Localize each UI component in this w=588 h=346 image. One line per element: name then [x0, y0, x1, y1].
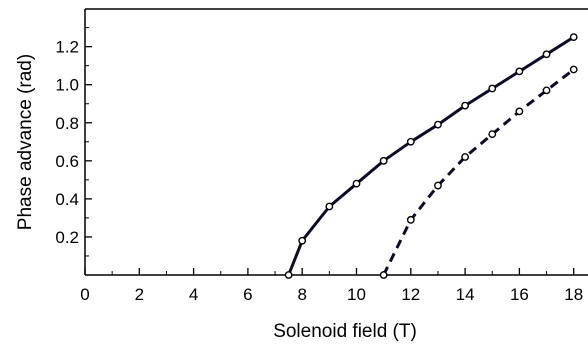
y-tick-label: 1.0: [55, 76, 79, 95]
series-2-point: [488, 130, 497, 139]
y-tick-label: 1.2: [55, 38, 79, 57]
y-tick-label: 0.8: [55, 114, 79, 133]
x-tick-label: 10: [347, 285, 366, 304]
x-tick-label: 0: [80, 285, 89, 304]
series-1-point: [461, 101, 469, 110]
series-2-point: [461, 153, 469, 161]
series-2-point: [434, 181, 442, 190]
x-tick-label: 6: [243, 285, 252, 304]
series-2-line: [382, 68, 575, 276]
series-1-point: [379, 156, 388, 165]
x-tick-label: 12: [401, 285, 420, 304]
series-1-point: [406, 137, 415, 146]
series-1-line: [287, 35, 575, 276]
series-1-point: [298, 236, 307, 245]
series-1-point: [542, 50, 551, 59]
plot-frame: [84, 8, 588, 276]
x-tick-label: 14: [456, 285, 475, 304]
series-1-point: [488, 84, 497, 93]
y-tick-label: 0.4: [55, 190, 79, 209]
y-tick-label: 0.2: [55, 228, 79, 247]
y-axis-title: Phase advance (rad): [15, 54, 36, 230]
series-2-point: [406, 215, 415, 224]
series-2-point: [515, 107, 524, 116]
x-tick-label: 2: [135, 285, 144, 304]
series-layer: [284, 33, 578, 279]
x-tick-label: 8: [297, 285, 306, 304]
x-axis-title: Solenoid field (T): [273, 321, 417, 342]
y-tick-label: 0.6: [55, 152, 79, 171]
series-1-point: [352, 179, 361, 188]
x-tick-label: 16: [510, 285, 529, 304]
x-axis-ticks: 0 2 4 6 8 10 12 14 16 18: [80, 268, 583, 304]
series-1-point: [325, 202, 334, 211]
series-2-point: [542, 86, 551, 95]
x-tick-label: 4: [189, 285, 198, 304]
y-axis-ticks: 0.2 0.4 0.6 0.8 1.0 1.2: [55, 27, 92, 257]
series-1-point: [569, 33, 578, 42]
series-1-point: [284, 271, 293, 279]
series-2-point: [569, 65, 578, 74]
x-tick-label: 18: [564, 285, 583, 304]
series-1-point: [434, 120, 442, 129]
series-1-point: [515, 67, 524, 76]
series-2-point: [379, 271, 388, 279]
